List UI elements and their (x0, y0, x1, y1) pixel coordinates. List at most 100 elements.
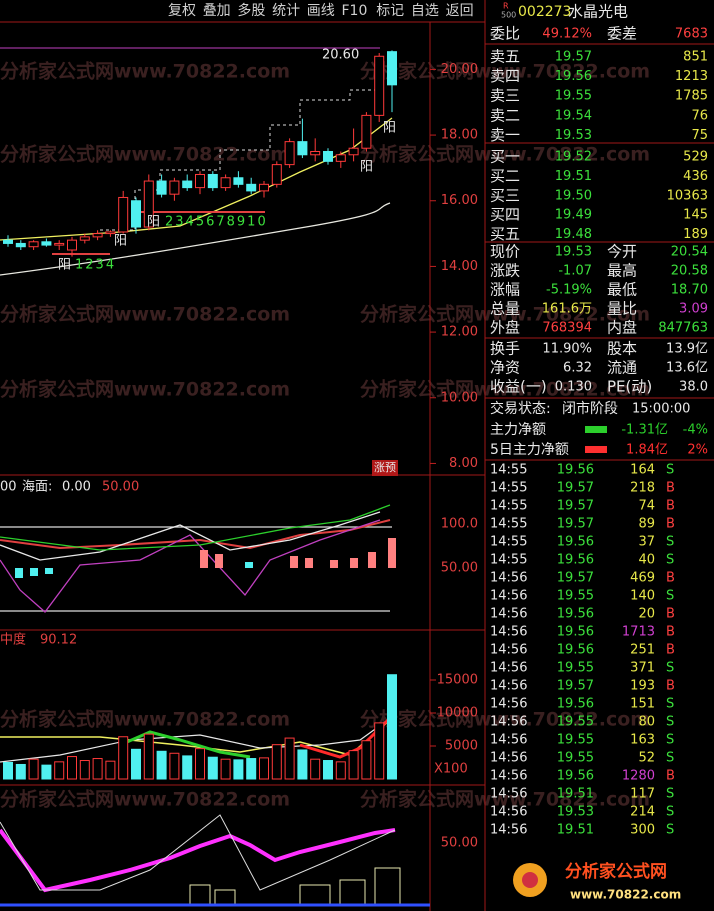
ma-line (0, 202, 391, 276)
stat-label: 量比 (607, 300, 637, 318)
volume-bar (67, 756, 77, 780)
candle-body (220, 177, 231, 189)
trade-side: S (666, 715, 674, 730)
y-tick-label: 20.00 (441, 62, 478, 77)
trade-time: 14:56 (490, 751, 527, 766)
toolbar-button[interactable]: 自选 (411, 3, 439, 19)
volume-ma (0, 721, 386, 763)
trade-side: B (666, 517, 675, 532)
volume-bar (79, 760, 90, 780)
trade-price: 19.55 (557, 661, 594, 676)
y-tick-label: 18.00 (441, 128, 478, 143)
volume-bar (297, 749, 308, 780)
indicator-bar (388, 538, 396, 568)
trade-price: 19.56 (557, 697, 594, 712)
volume-bar (54, 761, 65, 780)
toolbar-button[interactable]: 多股 (237, 2, 265, 19)
trade-side: B (666, 625, 675, 640)
stat-value: 3.09 (679, 302, 708, 317)
volume-bar (387, 674, 397, 780)
candle-body (361, 114, 372, 149)
candle-body (335, 154, 346, 162)
trade-price: 19.53 (557, 805, 594, 820)
stat-label: 股本 (607, 340, 637, 358)
volume-bar (348, 750, 359, 780)
toolbar-button[interactable]: 统计 (272, 3, 300, 19)
flow-value: 1.84亿 (626, 443, 668, 458)
flow-label: 主力净额 (490, 422, 546, 438)
trade-side: B (666, 643, 675, 658)
high-label: 20.60 (322, 48, 359, 63)
volume-bar (195, 748, 205, 780)
trade-side: S (666, 805, 674, 820)
trade-volume: 251 (630, 643, 655, 658)
indicator-bar (290, 556, 298, 568)
trade-side: B (666, 769, 675, 784)
volume-bar (233, 759, 244, 780)
volume-bar (169, 752, 180, 780)
candle-body (15, 242, 26, 248)
trade-price: 19.57 (557, 517, 594, 532)
y-tick-label: 10000 (437, 706, 478, 721)
y-tick-label: 12.00 (441, 325, 478, 340)
indicator-head: 00 (0, 480, 17, 495)
trade-time: 14:56 (490, 787, 527, 802)
toolbar-button[interactable]: F10 (342, 3, 368, 19)
indicator-value: 50.00 (102, 480, 139, 495)
toolbar-button[interactable]: 画线 (307, 3, 335, 19)
book-label: 卖五 (490, 48, 520, 66)
indicator-bars (15, 538, 396, 578)
stat-value: 13.9亿 (666, 342, 708, 357)
y-tick-label: 50.00 (441, 836, 478, 851)
watermark: 分析家公式网www.70822.com (360, 303, 650, 326)
candle-body (348, 147, 359, 156)
y-tick-label: 16.00 (441, 193, 478, 208)
candle-body (323, 150, 333, 162)
indicator-bar (350, 558, 358, 568)
candle-body (182, 180, 193, 189)
volume-bar (361, 740, 372, 780)
trade-time: 14:56 (490, 607, 527, 622)
toolbar-button[interactable]: 复权 (168, 2, 196, 19)
trade-time: 14:56 (490, 805, 527, 820)
indicator-bar (200, 550, 208, 568)
logo: 分析家公式网 www.70822.com (513, 861, 681, 902)
indicator-name: 海面: (22, 480, 52, 495)
logo-url: www.70822.com (570, 888, 681, 902)
volume-bar (310, 758, 321, 780)
stat-label: 涨跌 (490, 262, 520, 280)
toolbar-button[interactable]: 返回 (446, 3, 474, 19)
stat-value: 18.70 (671, 283, 708, 298)
stat-value: 20.54 (671, 245, 708, 260)
stat-label: 外盘 (490, 319, 520, 337)
indicator-bar (215, 554, 223, 568)
candle-body (387, 51, 397, 86)
stat-label: 收益(一) (490, 378, 547, 396)
volume-bar (374, 722, 385, 780)
trade-price: 19.51 (557, 823, 594, 838)
toolbar-button[interactable]: 标记 (376, 3, 404, 19)
trade-side: S (666, 553, 674, 568)
ratio-value: 7683 (675, 27, 708, 42)
volume-bar (3, 762, 13, 780)
flow-value: -1.31亿 (621, 423, 668, 438)
trade-side: B (666, 571, 675, 586)
trade-price: 19.56 (557, 535, 594, 550)
book-price: 19.51 (555, 169, 592, 184)
stat-value: 0.130 (555, 380, 592, 395)
stock-name: 水晶光电 (568, 3, 628, 21)
book-volume: 189 (683, 227, 708, 242)
trade-time: 14:56 (490, 769, 527, 784)
trade-side: S (666, 823, 674, 838)
trade-volume: 117 (630, 787, 655, 802)
volume-bar (15, 763, 26, 780)
trade-volume: 52 (638, 751, 655, 766)
book-price: 19.54 (555, 108, 592, 123)
candle-body (169, 180, 180, 195)
book-price: 19.56 (555, 69, 592, 84)
book-price: 19.48 (555, 227, 592, 242)
toolbar-button[interactable]: 叠加 (203, 3, 231, 19)
trade-price: 19.55 (557, 589, 594, 604)
indicator-bar (330, 560, 338, 568)
